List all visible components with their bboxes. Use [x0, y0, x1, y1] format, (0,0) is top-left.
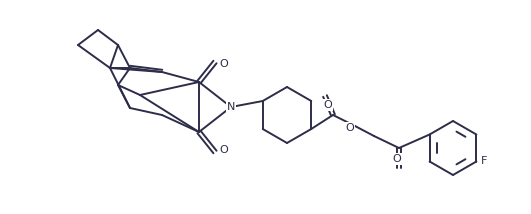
Text: O: O — [323, 100, 332, 110]
Text: O: O — [220, 59, 228, 69]
Text: O: O — [346, 123, 354, 133]
Text: O: O — [392, 154, 401, 164]
Text: F: F — [481, 156, 487, 166]
Text: N: N — [227, 102, 235, 112]
Text: O: O — [220, 145, 228, 155]
